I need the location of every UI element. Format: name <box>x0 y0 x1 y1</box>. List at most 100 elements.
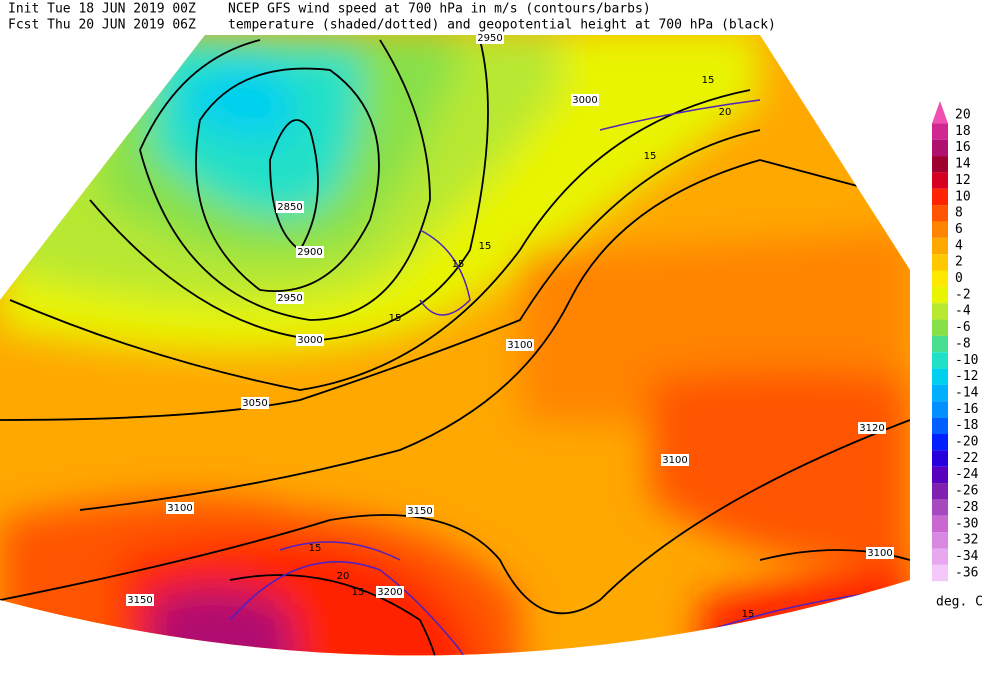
colorbar-swatch <box>932 205 948 222</box>
contour-label: 2950 <box>477 33 502 44</box>
contour-label: 3000 <box>297 335 322 346</box>
colorbar-swatch <box>932 188 948 206</box>
contour-label-bg <box>858 422 886 434</box>
colorbar-label: -6 <box>955 320 971 335</box>
colorbar-swatch <box>932 335 948 353</box>
contour-label: 2950 <box>277 293 302 304</box>
contour-label: 3150 <box>407 506 432 517</box>
colorbar-swatch <box>932 564 948 582</box>
colorbar-swatch <box>932 303 948 320</box>
colorbar-swatch <box>932 237 948 255</box>
colorbar-swatch <box>932 401 948 418</box>
colorbar-label: -16 <box>955 402 978 417</box>
colorbar-swatch <box>932 172 948 189</box>
contour-label: 3150 <box>127 595 152 606</box>
contour-label-bg <box>276 292 304 304</box>
colorbar-swatch <box>932 156 948 173</box>
colorbar-swatch <box>932 384 948 402</box>
colorbar-label: -36 <box>955 565 978 580</box>
colorbar-swatch <box>932 270 948 287</box>
fcst-label: Fcst Thu 20 JUN 2019 06Z <box>8 18 196 33</box>
colorbar-swatch <box>932 123 948 140</box>
colorbar-label: 14 <box>955 157 971 172</box>
colorbar-swatch <box>932 434 948 451</box>
colorbar-label: -26 <box>955 484 978 499</box>
colorbar-swatch <box>932 368 948 385</box>
colorbar-label: -2 <box>955 287 971 302</box>
contour-label: 3050 <box>242 398 267 409</box>
colorbar: 20181614121086420-2-4-6-8-10-12-14-16-18… <box>932 101 979 582</box>
contour-label-bg <box>866 547 894 559</box>
colorbar-swatch <box>932 319 948 336</box>
wind-label: 15 <box>702 75 715 86</box>
colorbar-label: 2 <box>955 255 963 270</box>
map-labels: 2950 3000 2850 2900 2950 3000 3050 3100 3100 3150… <box>126 32 894 620</box>
wind-label: 15 <box>309 543 322 554</box>
colorbar-swatch <box>932 466 948 484</box>
contour-label-bg <box>376 586 404 598</box>
colorbar-label: -10 <box>955 353 978 368</box>
colorbar-label: 20 <box>955 108 971 123</box>
colorbar-label: 8 <box>955 206 963 221</box>
colorbar-label: -34 <box>955 549 979 564</box>
colorbar-label: -12 <box>955 369 978 384</box>
colorbar-swatch <box>932 101 948 124</box>
colorbar-label: 18 <box>955 124 971 139</box>
colorbar-label: 0 <box>955 271 963 286</box>
colorbar-label: 12 <box>955 173 971 188</box>
wind-label: 15 <box>644 151 657 162</box>
init-label: Init Tue 18 JUN 2019 00Z <box>8 2 196 17</box>
colorbar-swatch <box>932 499 948 516</box>
contour-label: 3100 <box>867 548 892 559</box>
colorbar-label: -14 <box>955 385 979 400</box>
colorbar-label: 4 <box>955 238 963 253</box>
wind-label: 15 <box>742 609 755 620</box>
colorbar-swatch <box>932 417 948 434</box>
wind-label: 20 <box>719 107 732 118</box>
contour-label: 3120 <box>859 423 884 434</box>
colorbar-swatch <box>932 286 948 304</box>
colorbar-swatch <box>932 532 948 549</box>
contour-label-bg <box>241 397 269 409</box>
colorbar-label: -8 <box>955 336 971 351</box>
wind-label: 15 <box>352 587 365 598</box>
colorbar-label: -28 <box>955 500 978 515</box>
wind-label: 15 <box>452 259 465 270</box>
colorbar-swatch <box>932 352 948 369</box>
colorbar-swatch <box>932 254 948 271</box>
title-line: NCEP GFS wind speed at 700 hPa in m/s (c… <box>228 2 651 17</box>
contour-label: 3100 <box>662 455 687 466</box>
colorbar-label: -20 <box>955 435 978 450</box>
contour-label-bg <box>126 594 154 606</box>
contour-label: 3100 <box>167 503 192 514</box>
contour-label: 2900 <box>297 247 322 258</box>
colorbar-swatch <box>932 483 948 500</box>
colorbar-swatch <box>932 139 948 157</box>
colorbar-label: -18 <box>955 418 978 433</box>
contour-label-bg <box>406 505 434 517</box>
colorbar-label: 16 <box>955 140 971 155</box>
colorbar-swatch <box>932 450 948 467</box>
map <box>0 35 910 656</box>
contour-label: 3000 <box>572 95 597 106</box>
unit-label: deg. C <box>936 595 983 610</box>
colorbar-swatch <box>932 548 948 565</box>
title-line: temperature (shaded/dotted) and geopoten… <box>228 18 776 33</box>
contour-label-bg <box>296 334 324 346</box>
contour-label-bg <box>571 94 599 106</box>
contour-label-bg <box>661 454 689 466</box>
colorbar-swatch <box>932 515 948 533</box>
contour-label-bg <box>276 201 304 213</box>
contour-label-bg <box>166 502 194 514</box>
colorbar-swatch <box>932 221 948 238</box>
contour-label: 3100 <box>507 340 532 351</box>
colorbar-label: -22 <box>955 451 978 466</box>
colorbar-label: -32 <box>955 533 978 548</box>
contour-label: 2850 <box>277 202 302 213</box>
colorbar-label: -24 <box>955 467 979 482</box>
wind-label: 20 <box>337 571 350 582</box>
contour-label-bg <box>296 246 324 258</box>
contour-label-bg <box>476 32 504 44</box>
colorbar-label: 10 <box>955 189 971 204</box>
